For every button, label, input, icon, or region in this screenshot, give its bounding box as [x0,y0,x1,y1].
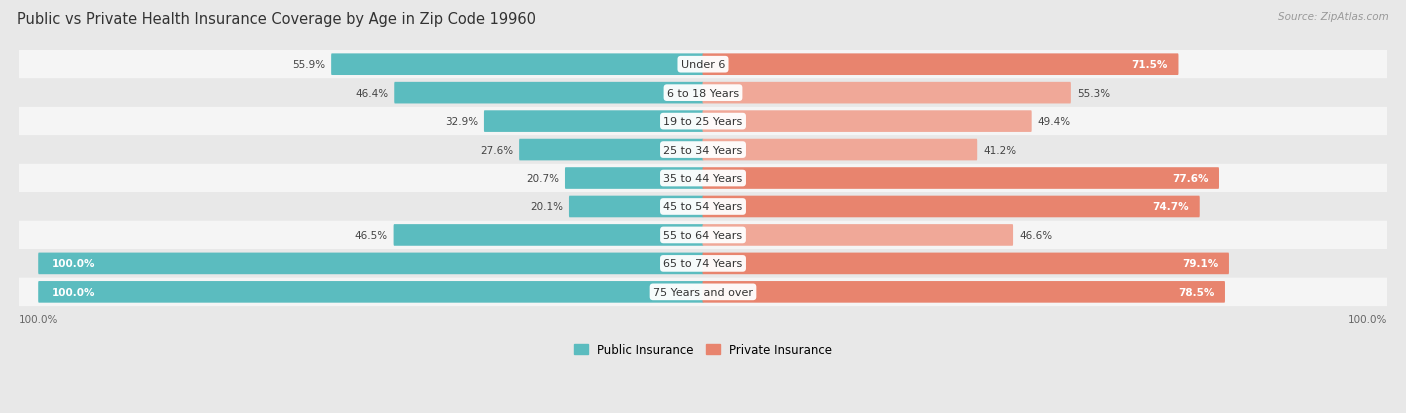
FancyBboxPatch shape [18,108,1388,136]
FancyBboxPatch shape [519,140,703,161]
Text: 75 Years and over: 75 Years and over [652,287,754,297]
Text: 78.5%: 78.5% [1178,287,1215,297]
FancyBboxPatch shape [569,196,703,218]
Text: 55.9%: 55.9% [292,60,325,70]
Text: 55 to 64 Years: 55 to 64 Years [664,230,742,240]
Text: 74.7%: 74.7% [1153,202,1189,212]
Text: 32.9%: 32.9% [444,117,478,127]
FancyBboxPatch shape [18,278,1388,306]
Text: Source: ZipAtlas.com: Source: ZipAtlas.com [1278,12,1389,22]
FancyBboxPatch shape [18,79,1388,108]
FancyBboxPatch shape [394,225,703,246]
Text: 71.5%: 71.5% [1132,60,1168,70]
Text: 20.1%: 20.1% [530,202,562,212]
Text: Public vs Private Health Insurance Coverage by Age in Zip Code 19960: Public vs Private Health Insurance Cover… [17,12,536,27]
Text: 79.1%: 79.1% [1182,259,1219,269]
FancyBboxPatch shape [703,281,1225,303]
FancyBboxPatch shape [703,54,1178,76]
Text: 27.6%: 27.6% [479,145,513,155]
Text: 46.5%: 46.5% [354,230,388,240]
FancyBboxPatch shape [703,140,977,161]
Text: 65 to 74 Years: 65 to 74 Years [664,259,742,269]
Text: 55.3%: 55.3% [1077,88,1111,98]
FancyBboxPatch shape [38,253,703,275]
FancyBboxPatch shape [18,136,1388,164]
Text: 6 to 18 Years: 6 to 18 Years [666,88,740,98]
FancyBboxPatch shape [394,83,703,104]
Legend: Public Insurance, Private Insurance: Public Insurance, Private Insurance [569,338,837,361]
Text: 49.4%: 49.4% [1038,117,1071,127]
FancyBboxPatch shape [332,54,703,76]
FancyBboxPatch shape [703,196,1199,218]
FancyBboxPatch shape [703,168,1219,190]
Text: 100.0%: 100.0% [52,287,96,297]
FancyBboxPatch shape [18,221,1388,249]
Text: 35 to 44 Years: 35 to 44 Years [664,173,742,184]
Text: 45 to 54 Years: 45 to 54 Years [664,202,742,212]
Text: 46.4%: 46.4% [356,88,388,98]
Text: 100.0%: 100.0% [52,259,96,269]
Text: 77.6%: 77.6% [1173,173,1209,184]
FancyBboxPatch shape [565,168,703,190]
FancyBboxPatch shape [18,51,1388,79]
Text: 46.6%: 46.6% [1019,230,1052,240]
Text: 25 to 34 Years: 25 to 34 Years [664,145,742,155]
FancyBboxPatch shape [703,225,1014,246]
Text: 41.2%: 41.2% [983,145,1017,155]
Text: 19 to 25 Years: 19 to 25 Years [664,117,742,127]
Text: Under 6: Under 6 [681,60,725,70]
FancyBboxPatch shape [18,164,1388,193]
FancyBboxPatch shape [703,83,1071,104]
FancyBboxPatch shape [18,249,1388,278]
FancyBboxPatch shape [38,281,703,303]
FancyBboxPatch shape [18,193,1388,221]
FancyBboxPatch shape [703,253,1229,275]
FancyBboxPatch shape [484,111,703,133]
FancyBboxPatch shape [703,111,1032,133]
Text: 20.7%: 20.7% [526,173,558,184]
